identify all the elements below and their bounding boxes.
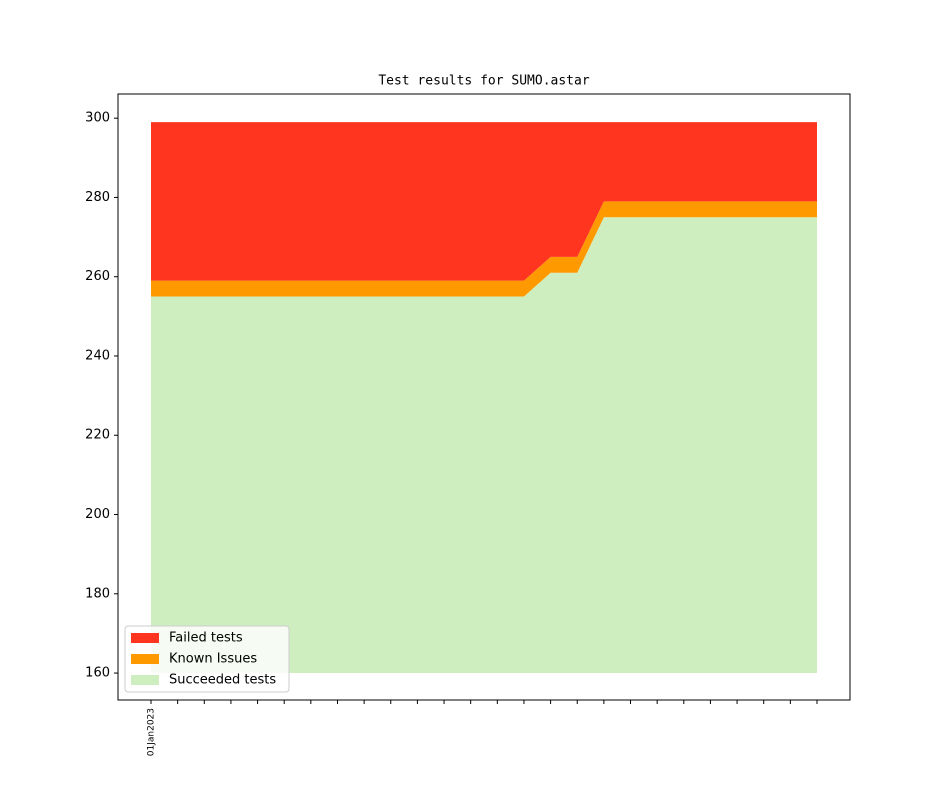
legend-swatch [131,654,159,664]
legend-swatch [131,633,159,643]
y-tick-label: 200 [85,507,110,522]
y-tick-label: 180 [85,586,110,601]
legend-label: Failed tests [169,631,243,646]
legend-box [124,625,290,693]
legend-label: Known Issues [169,652,257,667]
y-tick-label: 240 [85,348,110,363]
y-tick-label: 220 [85,428,110,443]
area [151,122,817,281]
legend: Failed tests Known Issues Succeeded tests [124,625,290,693]
y-tick-label: 160 [85,666,110,681]
area [151,201,817,297]
area [151,217,817,674]
chart-title: Test results for SUMO.astar [378,74,589,89]
y-tick-label: 280 [85,190,110,205]
x-tick-label: 01Jan2023 [147,708,157,756]
y-tick-label: 300 [85,111,110,126]
y-tick-label: 260 [85,269,110,284]
legend-label: Succeeded tests [169,673,276,688]
legend-swatch [131,675,159,685]
plot-frame [117,93,851,701]
